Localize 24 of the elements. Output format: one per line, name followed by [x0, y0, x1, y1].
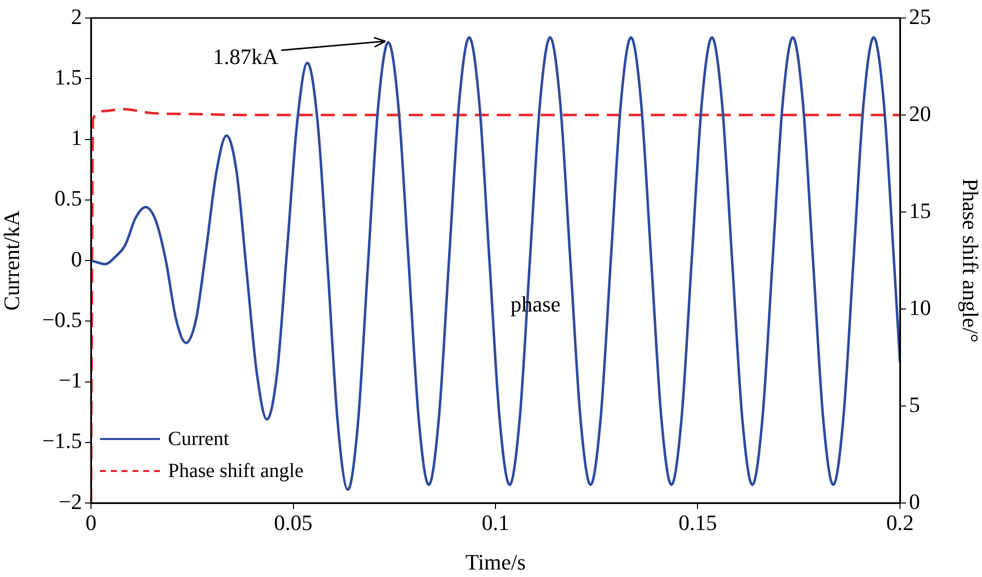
y-tick-label: 0.5: [54, 186, 82, 211]
legend-label: Phase shift angle: [168, 460, 304, 482]
y-tick-label: −0.5: [42, 306, 82, 332]
y-tick-label: −1: [58, 368, 82, 393]
y2-tick-label: 20: [909, 100, 931, 126]
y-tick-label: 1: [71, 125, 82, 150]
x-axis-title: Time/s: [465, 550, 526, 575]
y2-tick-label: 25: [909, 4, 931, 29]
x-tick-label: 0.05: [274, 510, 312, 535]
y-tick-label: −1.5: [42, 428, 82, 454]
y2-axis-title: Phase shift angle/°: [958, 178, 982, 342]
x-tick-label: 0.1: [482, 510, 510, 535]
annotation: 1.87kA: [212, 44, 278, 70]
legend-label: Current: [168, 428, 230, 450]
y-tick-label: −2: [58, 488, 82, 514]
y-tick-label: 2: [71, 4, 82, 29]
y2-tick-label: 15: [909, 198, 931, 223]
line-series: [91, 36, 900, 491]
y-axis-title: Current/kA: [0, 210, 24, 311]
y-tick-label: 0: [71, 246, 82, 272]
y2-tick-label: 5: [909, 392, 920, 417]
y2-tick-label: 10: [909, 294, 931, 320]
x-tick-label: 0.15: [678, 510, 717, 535]
y-tick-label: 1.5: [54, 64, 82, 90]
